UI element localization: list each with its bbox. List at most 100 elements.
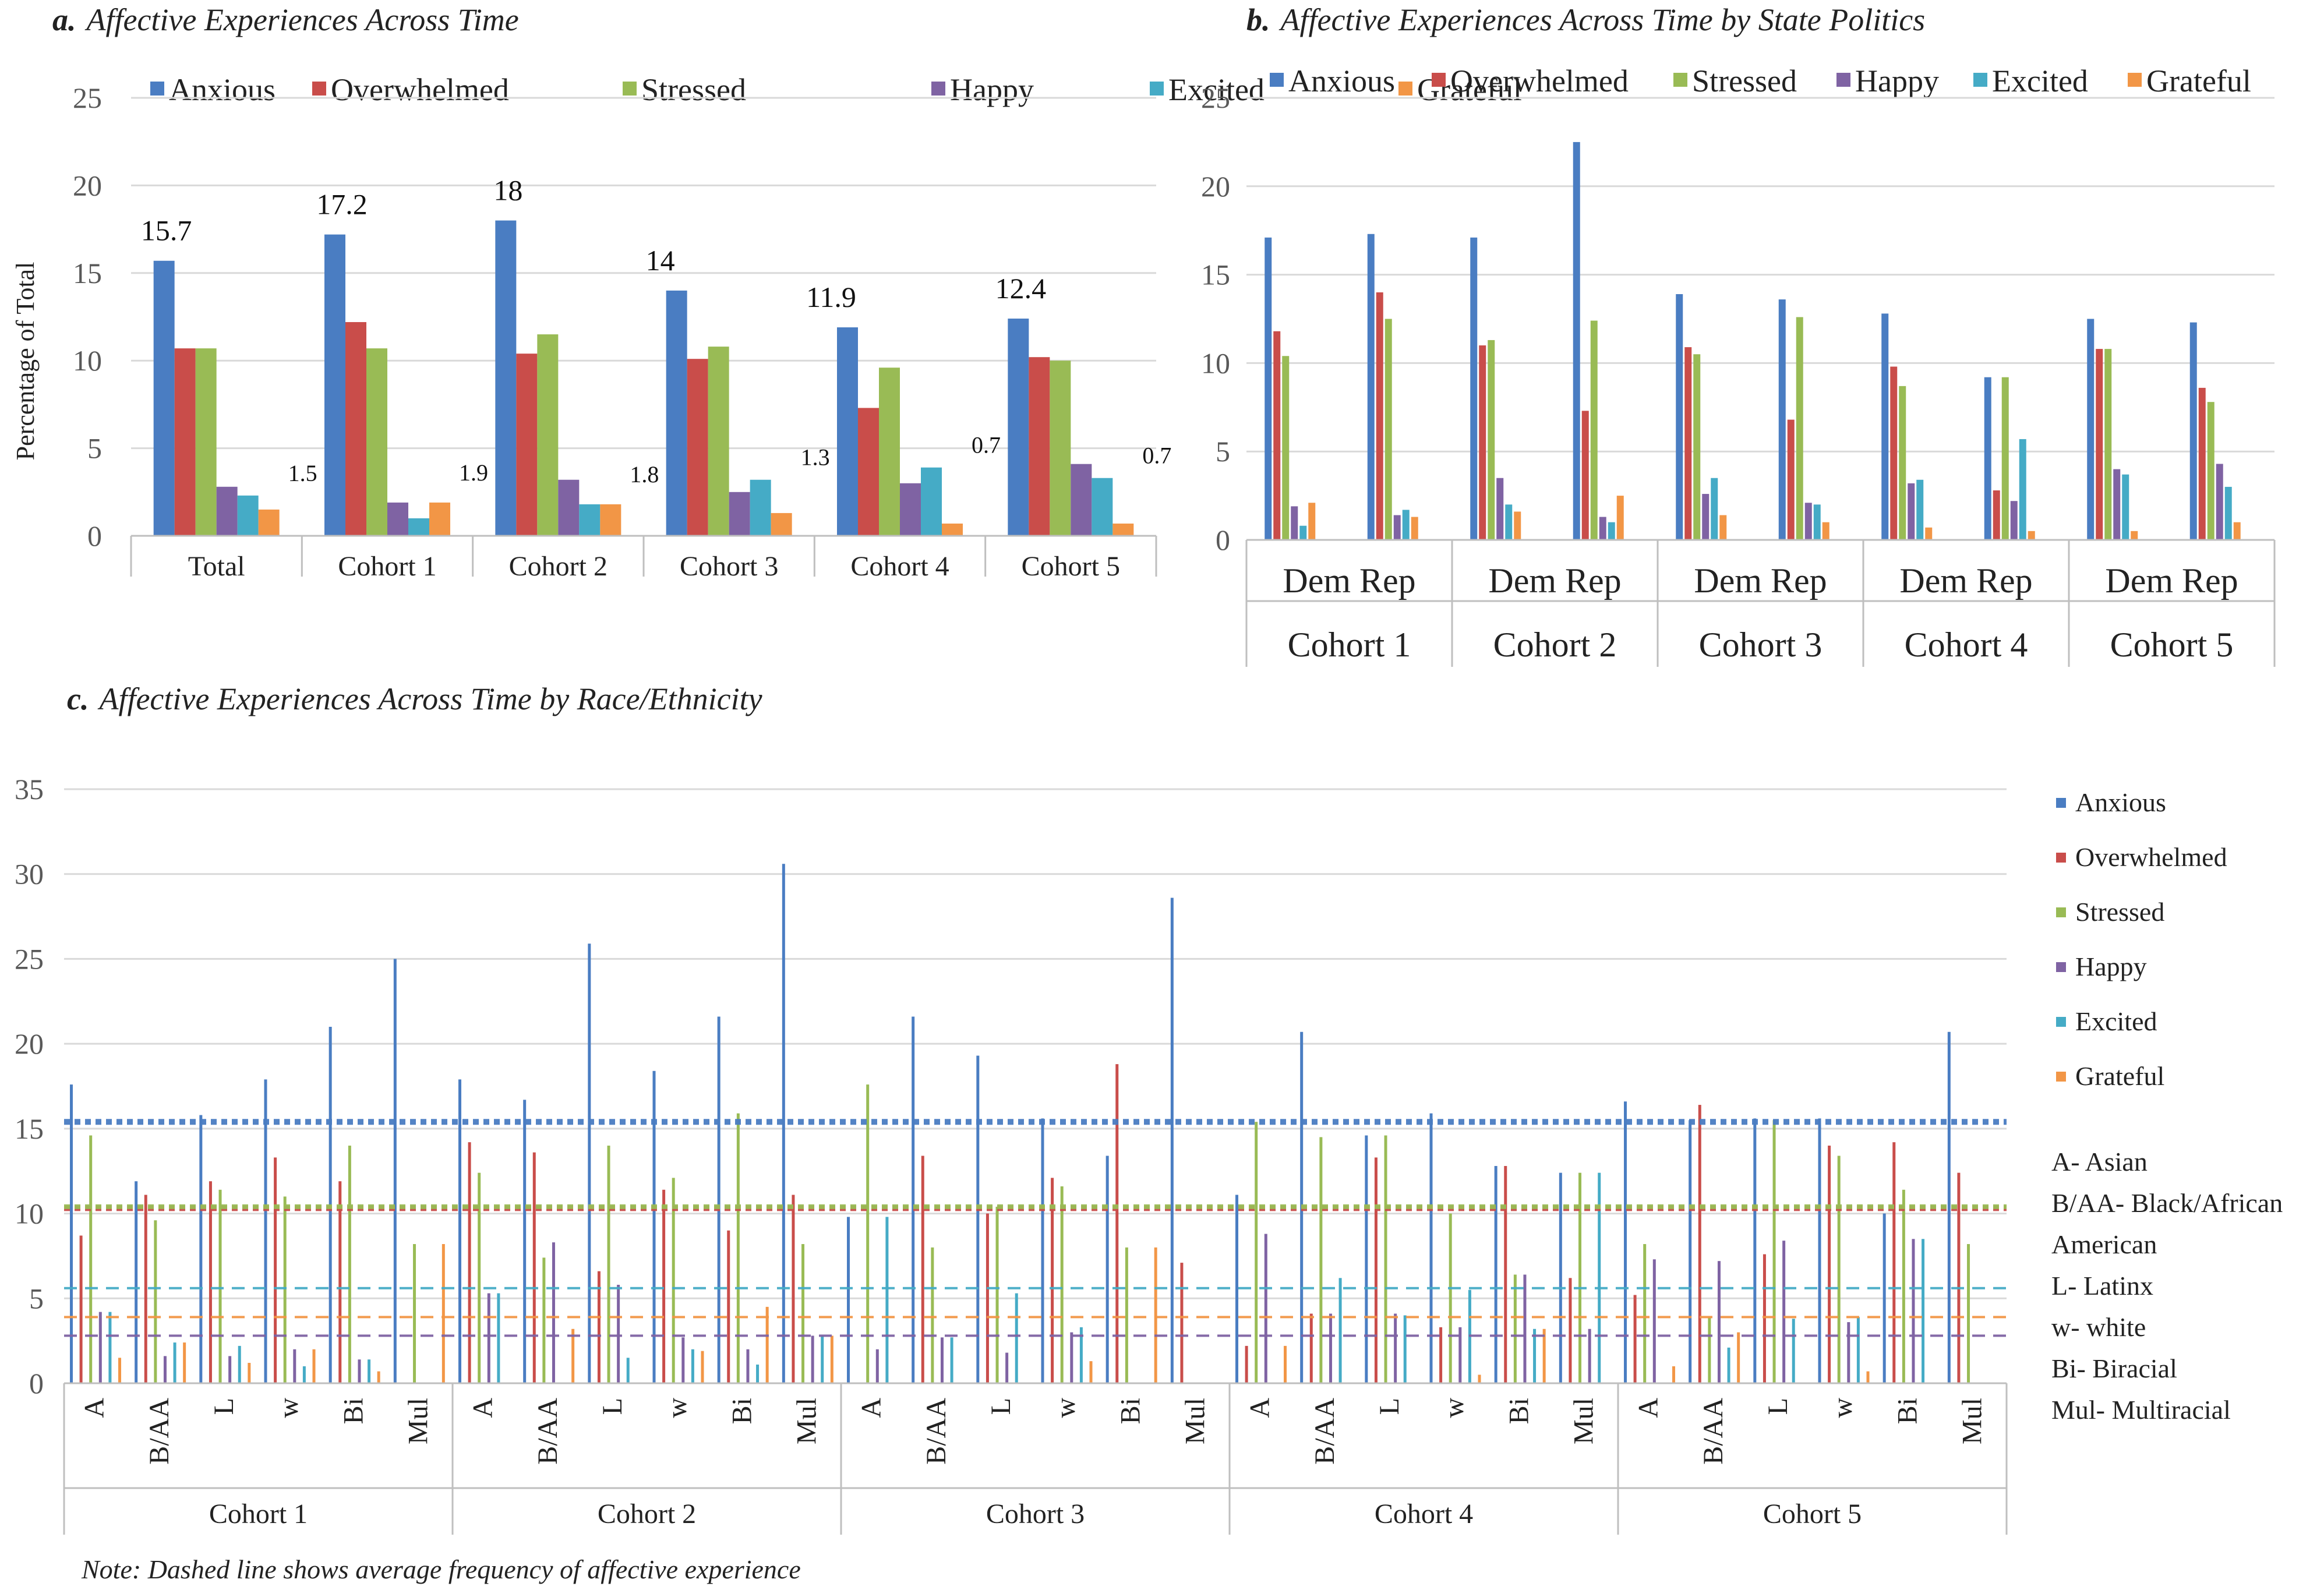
bar-c-cohort-4-bi-stressed xyxy=(1513,1274,1517,1383)
bar-c-cohort-3-w-happy xyxy=(1070,1332,1073,1383)
bar-a-cohort-4-stressed xyxy=(879,368,900,536)
bar-c-cohort-4-w-grateful xyxy=(1478,1375,1481,1383)
bar-b-cohort-2-rep-overwhelmed xyxy=(1581,411,1589,540)
bar-c-cohort-2-a-anxious xyxy=(458,1079,461,1383)
legend-swatch-anxious xyxy=(150,82,164,96)
x-label-c-bi: Bi xyxy=(726,1398,757,1424)
bar-c-cohort-5-b-aa-anxious xyxy=(1689,1120,1692,1383)
bar-b-cohort-2-rep-happy xyxy=(1599,517,1606,540)
bar-b-cohort-5-rep-excited xyxy=(2224,486,2232,540)
x-label-c-mul: Mul xyxy=(791,1398,822,1444)
bar-c-cohort-1-bi-grateful xyxy=(377,1371,380,1383)
bar-c-cohort-5-w-overwhelmed xyxy=(1828,1146,1831,1383)
bar-c-cohort-3-mul-anxious xyxy=(1170,898,1174,1383)
x-label-c-cohort-1: Cohort 1 xyxy=(209,1499,308,1529)
legend-swatch-overwhelmed xyxy=(312,82,326,96)
x-label-b-dem-rep: Dem Rep xyxy=(1694,561,1827,600)
x-label-c-b-aa: B/AA xyxy=(144,1398,175,1465)
data-label-a-grateful-cohort-2: 1.8 xyxy=(630,461,659,487)
bar-c-cohort-3-a-anxious xyxy=(847,1217,850,1383)
bar-b-cohort-5-dem-stressed xyxy=(2104,349,2112,540)
legend-swatch-grateful xyxy=(1398,82,1412,96)
bar-b-cohort-4-rep-overwhelmed xyxy=(1993,490,2000,540)
panel-a-legend: Anxious Overwhelmed Stressed Happy Excited Gr… xyxy=(150,72,1522,107)
bar-a-cohort-1-excited xyxy=(408,518,429,536)
bar-c-cohort-1-l-anxious xyxy=(199,1115,203,1383)
legend-swatch-grateful xyxy=(2128,73,2142,87)
bar-c-cohort-1-a-happy xyxy=(98,1312,102,1383)
bar-c-cohort-2-w-excited xyxy=(691,1349,694,1383)
bar-c-cohort-3-bi-overwhelmed xyxy=(1115,1064,1119,1383)
bar-c-cohort-3-b-aa-stressed xyxy=(931,1247,934,1383)
legend-swatch-anxious xyxy=(2056,798,2066,808)
bar-a-total-overwhelmed xyxy=(174,348,196,536)
bar-c-cohort-4-mul-stressed xyxy=(1578,1172,1582,1383)
bar-c-cohort-2-a-stressed xyxy=(478,1172,481,1383)
panel-b-chart: b. Affective Experiences Across Time by S… xyxy=(1201,2,2276,667)
bar-c-cohort-5-bi-anxious xyxy=(1882,1213,1886,1383)
bar-a-cohort-5-stressed xyxy=(1050,361,1071,536)
bar-b-cohort-1-rep-grateful xyxy=(1411,517,1418,540)
x-label-c-w: w xyxy=(1050,1398,1081,1418)
bar-c-cohort-1-bi-excited xyxy=(368,1359,371,1383)
bar-b-cohort-5-dem-happy xyxy=(2113,469,2121,540)
bar-c-cohort-2-w-happy xyxy=(681,1337,685,1383)
bar-c-cohort-5-a-anxious xyxy=(1624,1101,1627,1383)
bar-c-cohort-3-b-aa-overwhelmed xyxy=(921,1156,924,1383)
bar-c-cohort-4-bi-excited xyxy=(1533,1328,1537,1383)
bar-b-cohort-4-dem-anxious xyxy=(1881,313,1889,540)
bar-b-cohort-2-dem-grateful xyxy=(1514,511,1521,540)
x-label-c-l: L xyxy=(1374,1398,1405,1415)
bar-c-cohort-3-b-aa-excited xyxy=(950,1337,953,1383)
bar-c-cohort-2-bi-grateful xyxy=(765,1306,769,1383)
x-label-b-dem-rep: Dem Rep xyxy=(2105,561,2238,600)
bar-c-cohort-1-w-stressed xyxy=(283,1196,287,1383)
bar-c-cohort-1-b-aa-excited xyxy=(173,1342,176,1383)
bar-c-cohort-4-a-anxious xyxy=(1235,1195,1238,1383)
legend-swatch-happy xyxy=(1836,73,1850,87)
bar-c-cohort-1-a-anxious xyxy=(70,1084,73,1383)
bar-c-cohort-2-w-stressed xyxy=(672,1178,675,1383)
x-label-b-cohort-4: Cohort 4 xyxy=(1905,626,2028,664)
bar-a-cohort-3-overwhelmed xyxy=(687,359,708,536)
bar-c-cohort-4-a-happy xyxy=(1264,1234,1267,1383)
bar-c-cohort-2-l-overwhelmed xyxy=(597,1271,601,1383)
bar-b-cohort-4-dem-happy xyxy=(1908,483,1915,540)
bar-b-cohort-2-rep-stressed xyxy=(1590,320,1598,540)
bar-c-cohort-1-b-aa-grateful xyxy=(183,1342,186,1383)
bar-c-cohort-3-w-anxious xyxy=(1041,1118,1044,1383)
bar-a-total-excited xyxy=(237,495,259,536)
legend-swatch-happy xyxy=(2056,962,2066,972)
legend-label-happy: Happy xyxy=(1855,63,1939,98)
bar-b-cohort-4-rep-happy xyxy=(2010,501,2018,540)
bar-a-cohort-3-stressed xyxy=(708,347,729,536)
x-label-c-bi: Bi xyxy=(1892,1398,1923,1424)
bar-b-cohort-1-dem-excited xyxy=(1299,525,1307,540)
bar-b-cohort-4-rep-stressed xyxy=(2001,377,2009,540)
bar-c-cohort-3-l-stressed xyxy=(995,1206,999,1383)
bar-c-cohort-1-bi-happy xyxy=(358,1359,361,1383)
abbreviation-key-line: Mul- Multiracial xyxy=(2051,1395,2231,1425)
panel-c-abbreviation-key: A- Asian B/AA- Black/African American L- La… xyxy=(2051,1147,2283,1425)
data-label-a-anxious-cohort-5: 12.4 xyxy=(995,272,1047,305)
bar-c-cohort-1-bi-overwhelmed xyxy=(338,1181,342,1383)
x-label-c-w: w xyxy=(1439,1398,1470,1418)
bar-c-cohort-5-b-aa-excited xyxy=(1727,1347,1730,1383)
x-label-c-a: A xyxy=(856,1398,887,1418)
x-label-a-cohort-1: Cohort 1 xyxy=(338,551,436,582)
bar-c-cohort-5-l-happy xyxy=(1782,1241,1786,1383)
bar-c-cohort-5-w-stressed xyxy=(1837,1156,1841,1383)
bar-c-cohort-2-w-overwhelmed xyxy=(662,1189,666,1383)
bar-c-cohort-1-w-excited xyxy=(302,1366,306,1383)
panel-c-note: Note: Dashed line shows average frequenc… xyxy=(81,1554,801,1584)
bar-c-cohort-3-l-excited xyxy=(1015,1293,1018,1383)
bar-c-cohort-3-a-stressed xyxy=(866,1084,870,1383)
bar-c-cohort-4-bi-anxious xyxy=(1494,1165,1497,1383)
bar-c-cohort-3-l-anxious xyxy=(976,1055,980,1383)
legend-label-overwhelmed: Overwhelmed xyxy=(331,72,509,107)
panel-b-y-tick-label: 5 xyxy=(1216,435,1230,468)
bar-a-total-happy xyxy=(216,486,238,536)
panel-b-legend: Anxious Overwhelmed Stressed Happy Excited Gr… xyxy=(1270,63,2251,98)
data-label-a-grateful-cohort-1: 1.9 xyxy=(459,460,488,486)
bar-a-cohort-1-happy xyxy=(387,502,408,536)
